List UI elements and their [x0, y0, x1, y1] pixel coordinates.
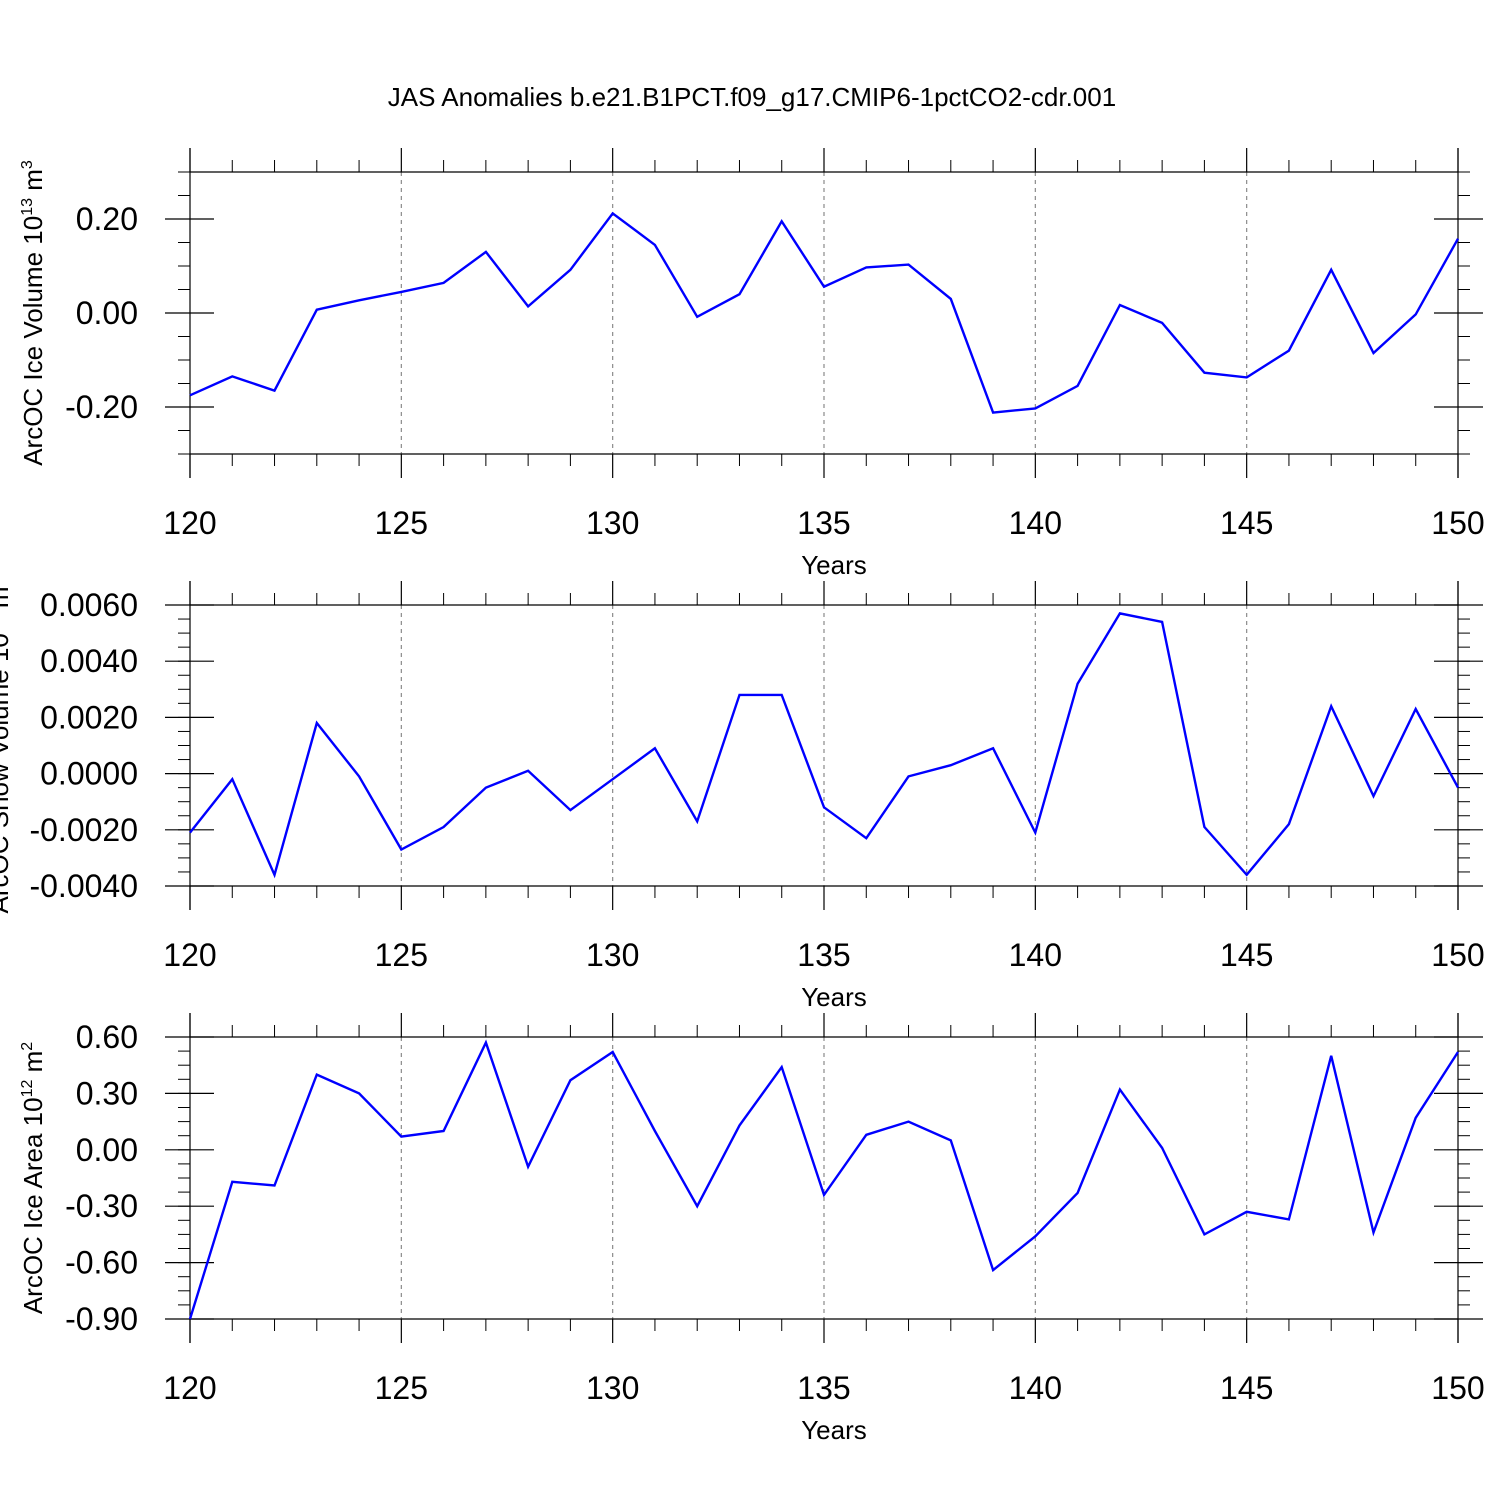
y-axis-label: ArcOC Snow Volume 1013 m3 — [0, 577, 14, 913]
y-tick-label: -0.20 — [65, 389, 138, 425]
x-tick-label: 130 — [586, 937, 639, 973]
x-tick-label: 150 — [1431, 937, 1484, 973]
y-axis-label: ArcOC Ice Area 1012 m2 — [18, 1042, 48, 1314]
panel-3: 120 125 130 135 140 145 150 Years -0.90 -0.60 -0.3… — [18, 1013, 1485, 1445]
x-tick-label: 125 — [375, 937, 428, 973]
y-tick-label: 0.30 — [76, 1075, 138, 1111]
x-axis-label: Years — [801, 550, 867, 580]
x-tick-label: 140 — [1009, 505, 1062, 541]
x-tick-label: 120 — [163, 1370, 216, 1406]
x-tick-label: 150 — [1431, 505, 1484, 541]
figure-title: JAS Anomalies b.e21.B1PCT.f09_g17.CMIP6-… — [388, 82, 1116, 112]
x-tick-label: 145 — [1220, 505, 1273, 541]
y-tick-label: 0.0020 — [40, 699, 138, 735]
x-tick-label: 130 — [586, 505, 639, 541]
panel-1: 120 125 130 135 140 145 150 Years -0.20 0.00 0.20 A… — [18, 148, 1485, 580]
x-axis-label: Years — [801, 1415, 867, 1445]
x-tick-label: 125 — [375, 1370, 428, 1406]
y-tick-label: -0.0020 — [29, 812, 138, 848]
y-tick-label: 0.20 — [76, 201, 138, 237]
y-tick-label: 0.60 — [76, 1019, 138, 1055]
y-tick-label: 0.0000 — [40, 756, 138, 792]
y-tick-label: -0.30 — [65, 1188, 138, 1224]
x-tick-label: 125 — [375, 505, 428, 541]
x-tick-label: 135 — [797, 505, 850, 541]
x-tick-label: 120 — [163, 937, 216, 973]
x-tick-label: 145 — [1220, 937, 1273, 973]
y-tick-label: 0.00 — [76, 1132, 138, 1168]
x-axis-label: Years — [801, 982, 867, 1012]
x-tick-label: 140 — [1009, 1370, 1062, 1406]
panel-2: 120 125 130 135 140 145 150 Years -0.0040 -0.0020… — [0, 577, 1485, 1012]
x-tick-label: 130 — [586, 1370, 639, 1406]
y-tick-label: 0.0040 — [40, 643, 138, 679]
x-tick-label: 150 — [1431, 1370, 1484, 1406]
y-tick-label: 0.00 — [76, 295, 138, 331]
x-tick-label: 135 — [797, 1370, 850, 1406]
y-tick-label: 0.0060 — [40, 587, 138, 623]
y-tick-label: -0.90 — [65, 1301, 138, 1337]
y-tick-label: -0.0040 — [29, 868, 138, 904]
x-tick-label: 120 — [163, 505, 216, 541]
x-tick-label: 135 — [797, 937, 850, 973]
y-axis-label: ArcOC Ice Volume 1013 m3 — [18, 160, 48, 466]
y-tick-label: -0.60 — [65, 1245, 138, 1281]
x-tick-label: 140 — [1009, 937, 1062, 973]
x-tick-label: 145 — [1220, 1370, 1273, 1406]
